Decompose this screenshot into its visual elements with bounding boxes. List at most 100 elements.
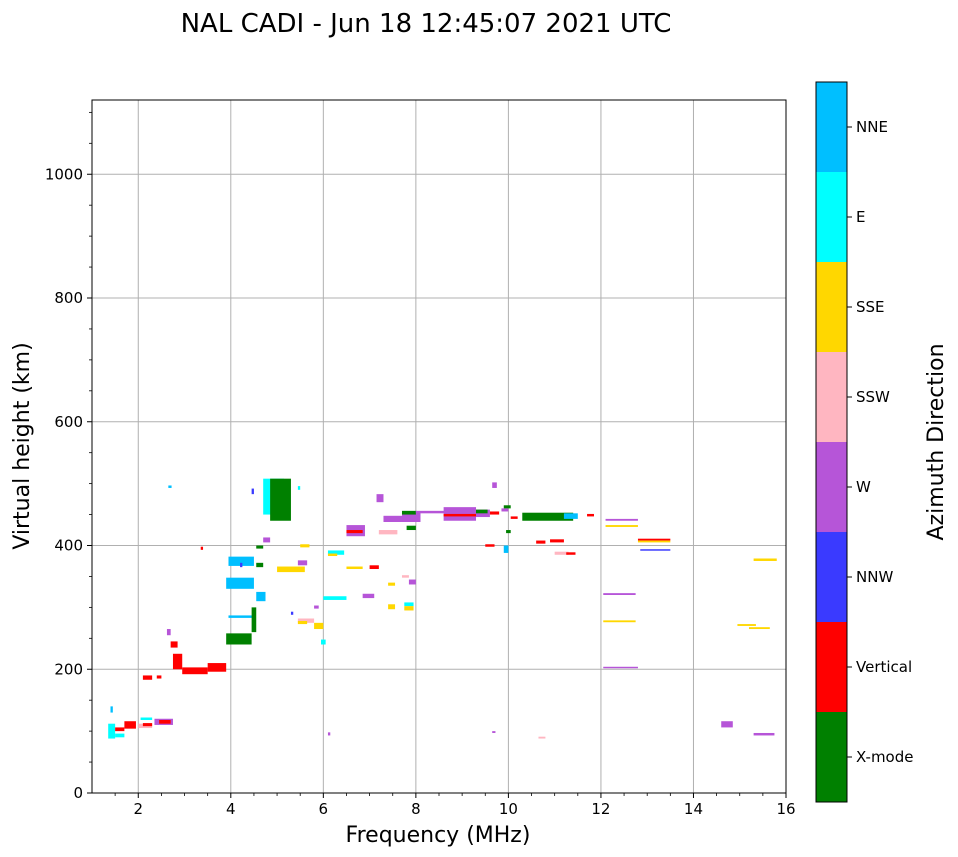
echo-mark-w (327, 732, 331, 736)
echo-mark-w (297, 560, 308, 566)
echo-mark-nne (228, 615, 254, 618)
echo-mark-vertical (489, 511, 500, 515)
echo-mark-nne (228, 556, 254, 566)
echo-mark-e (140, 717, 153, 720)
x-tick-label: 2 (133, 800, 143, 818)
x-tick-label: 12 (591, 800, 610, 818)
echo-mark-nne (563, 513, 578, 519)
echo-mark-sse (346, 566, 363, 570)
echo-mark-e (321, 639, 326, 645)
echo-mark-vertical (159, 719, 171, 724)
echo-mark-nne (503, 545, 509, 553)
echo-mark-x-mode (270, 478, 291, 521)
echo-mark-w (501, 508, 509, 512)
echo-mark-nne (168, 485, 172, 488)
echo-mark-ssw (401, 575, 409, 578)
y-tick-label: 200 (54, 660, 83, 678)
echo-mark-vertical (566, 552, 576, 555)
echo-mark-nne (110, 706, 113, 713)
echo-mark-vertical (124, 721, 136, 729)
y-axis-ticks: 0 200 400 600 800 1000 (45, 111, 92, 802)
echo-mark-w (492, 482, 497, 488)
echo-mark-x-mode (226, 633, 252, 645)
echo-mark-x-mode (506, 530, 511, 534)
echo-mark-vertical (207, 663, 227, 672)
echo-mark-x-mode (256, 545, 264, 549)
x-tick-label: 16 (776, 800, 795, 818)
echo-mark-w (415, 510, 463, 514)
colorbar-tick-label: SSE (856, 298, 885, 316)
x-tick-label: 6 (319, 800, 329, 818)
echo-mark-ssw (297, 618, 315, 623)
echo-mark-x-mode (401, 510, 416, 515)
echo-mark-sse (388, 582, 396, 586)
x-tick-label: 4 (226, 800, 236, 818)
colorbar-swatch-e (816, 172, 847, 262)
echo-mark-vertical (536, 540, 546, 544)
echo-mark-sse (314, 622, 324, 630)
echo-mark-vertical (443, 513, 477, 517)
echo-mark-e (115, 733, 125, 738)
echo-mark-vertical (587, 513, 594, 517)
echo-mark-vertical (182, 667, 208, 675)
echo-mark-ssw (538, 736, 546, 739)
echo-mark-ssw (378, 530, 398, 535)
echo-mark-x-mode (251, 607, 257, 633)
echo-mark-e (108, 723, 116, 739)
colorbar-tick-label: E (856, 208, 865, 226)
echo-mark-sse (605, 525, 638, 527)
x-tick-label: 8 (411, 800, 421, 818)
colorbar-swatch-x-mode (816, 712, 847, 802)
echo-mark-nne (256, 591, 266, 602)
y-tick-label: 800 (54, 289, 83, 307)
echo-mark-vertical (200, 546, 204, 550)
x-tick-label: 10 (499, 800, 518, 818)
echo-mark-sse (404, 606, 414, 611)
y-tick-label: 0 (73, 784, 83, 802)
echo-mark-x-mode (406, 525, 416, 531)
echo-mark-w (721, 721, 733, 728)
echo-mark-x-mode (256, 562, 264, 568)
echo-mark-sse (603, 620, 636, 623)
echo-mark-w (492, 731, 496, 733)
y-tick-label: 600 (54, 413, 83, 431)
colorbar-swatch-nne (816, 82, 847, 172)
echo-mark-w (408, 579, 416, 585)
echo-mark-vertical (156, 675, 162, 679)
echo-mark-vertical (170, 641, 178, 648)
echo-mark-nnw (640, 549, 671, 551)
echo-mark-nnw (290, 611, 294, 615)
echo-mark-vertical (172, 653, 183, 670)
echo-mark-w (166, 629, 171, 636)
colorbar-label: Azimuth Direction (924, 343, 949, 540)
echo-mark-sse (748, 627, 770, 630)
colorbar-swatch-vertical (816, 622, 847, 712)
echo-mark-ssw (554, 551, 569, 555)
x-axis-label: Frequency (MHz) (346, 823, 531, 848)
chart-title: NAL CADI - Jun 18 12:45:07 2021 UTC (181, 9, 672, 39)
echo-mark-vertical (142, 723, 153, 727)
echo-mark-nnw (251, 488, 254, 495)
colorbar-swatch-ssw (816, 352, 847, 442)
colorbar-swatch-w (816, 442, 847, 532)
echo-mark-e (297, 486, 301, 490)
echo-mark-e (327, 550, 345, 555)
echo-mark-sse (300, 544, 310, 548)
echo-mark-w (753, 732, 775, 736)
y-tick-label: 400 (54, 537, 83, 555)
echo-mark-vertical (510, 516, 518, 519)
echo-mark-vertical (346, 530, 363, 534)
colorbar-tick-label: Vertical (856, 658, 912, 676)
echo-mark-x-mode (476, 509, 488, 514)
echo-mark-w (603, 666, 638, 669)
echo-mark-vertical (550, 539, 564, 543)
echo-mark-w (376, 494, 384, 503)
echo-mark-vertical (369, 565, 379, 570)
echo-mark-nnw (240, 562, 243, 568)
colorbar-tick-label: NNW (856, 568, 893, 586)
echo-mark-nne (226, 577, 254, 589)
echo-mark-w (362, 593, 375, 599)
plot-frame (91, 99, 787, 794)
echo-mark-x-mode (503, 505, 511, 509)
echo-mark-e (404, 602, 414, 607)
